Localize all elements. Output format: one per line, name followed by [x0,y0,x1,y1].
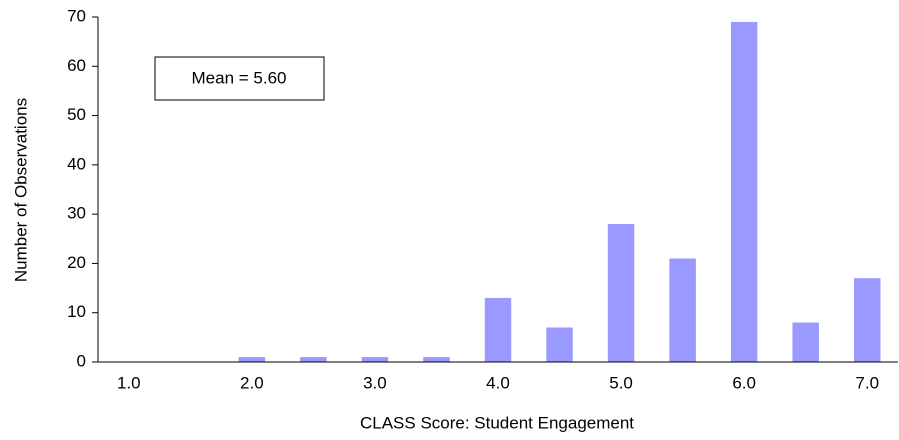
bar [423,357,450,362]
bar [607,224,635,362]
bar [730,21,758,363]
bar [300,357,327,362]
y-tick-label: 40 [67,154,86,173]
y-tick-label: 70 [67,6,86,25]
x-tick-label: 4.0 [486,373,510,392]
y-tick-label: 50 [67,105,86,124]
x-tick-label: 3.0 [363,373,387,392]
bar [361,357,389,362]
bar [238,357,266,362]
x-tick-label: 1.0 [117,373,141,392]
bar [546,327,573,362]
bar [854,278,881,362]
annotation-box [154,56,325,101]
x-axis-label: CLASS Score: Student Engagement [360,413,634,432]
y-axis-label: Number of Observations [11,98,30,282]
annotation: Mean = 5.60 [192,68,287,87]
bar [669,258,696,362]
x-tick-label: 5.0 [609,373,633,392]
y-tick-label: 0 [77,351,86,370]
x-tick-label: 7.0 [855,373,879,392]
y-tick-label: 10 [67,302,86,321]
x-tick-label: 6.0 [732,373,756,392]
y-tick-label: 60 [67,56,86,75]
y-tick-label: 20 [67,253,86,272]
bar [484,297,512,362]
y-tick-label: 30 [67,204,86,223]
bar [792,322,819,362]
x-tick-label: 2.0 [240,373,264,392]
